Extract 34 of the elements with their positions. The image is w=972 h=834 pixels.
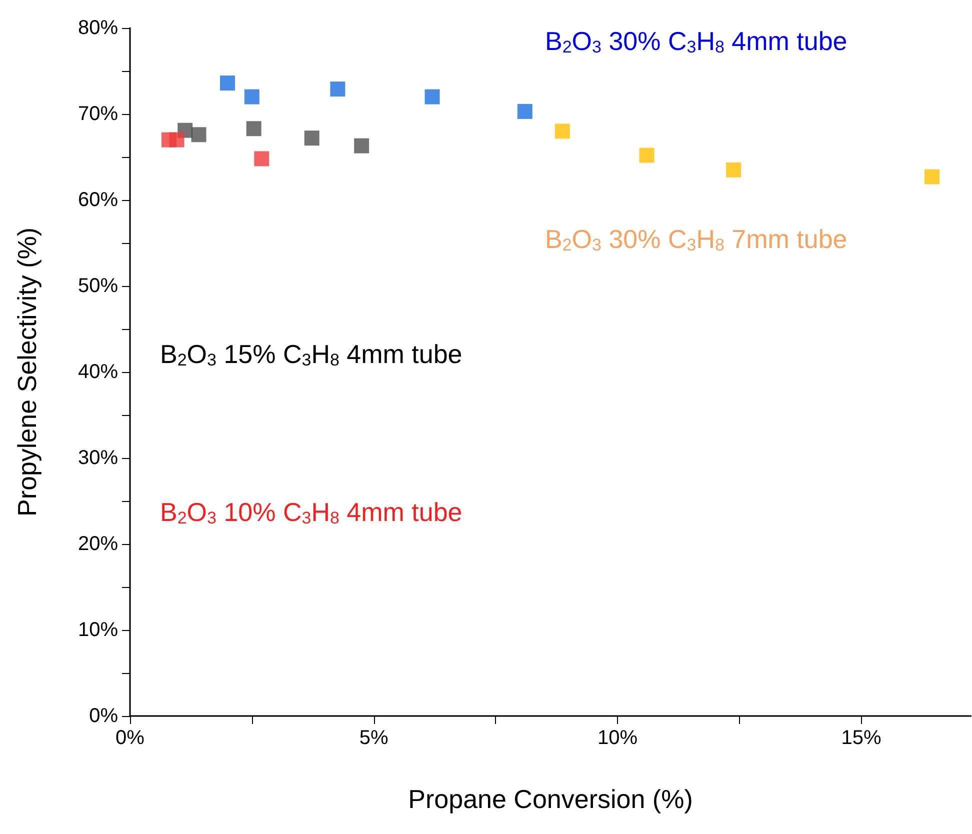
point <box>169 132 184 148</box>
x-axis-title: Propane Conversion (%) <box>408 784 693 814</box>
y-tick-label: 10% <box>78 619 118 641</box>
x-tick-label: 0% <box>116 727 145 749</box>
text: B2O3 30% C3H8 4mm tube <box>545 26 848 56</box>
y-tick-label: 30% <box>78 447 118 469</box>
y-tick-label: 0% <box>89 705 118 727</box>
y-tick-label: 60% <box>78 189 118 211</box>
point <box>354 138 370 154</box>
point <box>246 121 262 136</box>
y-axis-title: Propylene Selectivity (%) <box>12 228 42 516</box>
y-tick-label: 40% <box>78 361 118 383</box>
y-tick-label: 50% <box>78 275 118 297</box>
point <box>554 124 570 139</box>
x-tick-label: 5% <box>359 727 388 749</box>
x-tick-label: 15% <box>841 727 882 749</box>
point <box>726 162 742 178</box>
text: B2O3 30% C3H8 7mm tube <box>545 224 848 254</box>
point <box>424 89 440 104</box>
point <box>244 89 260 104</box>
text: B2O3 15% C3H8 4mm tube <box>160 339 462 370</box>
point <box>639 148 654 163</box>
point <box>220 76 236 91</box>
point <box>254 151 270 166</box>
point <box>191 127 206 142</box>
point <box>924 169 940 184</box>
x-tick-label: 10% <box>598 727 638 749</box>
point <box>517 104 532 119</box>
text: B2O3 10% C3H8 4mm tube <box>160 497 462 528</box>
y-tick-label: 20% <box>78 533 118 555</box>
point <box>304 130 320 146</box>
y-tick-label: 70% <box>78 103 118 125</box>
y-tick-label: 80% <box>78 17 118 39</box>
point <box>330 82 346 97</box>
